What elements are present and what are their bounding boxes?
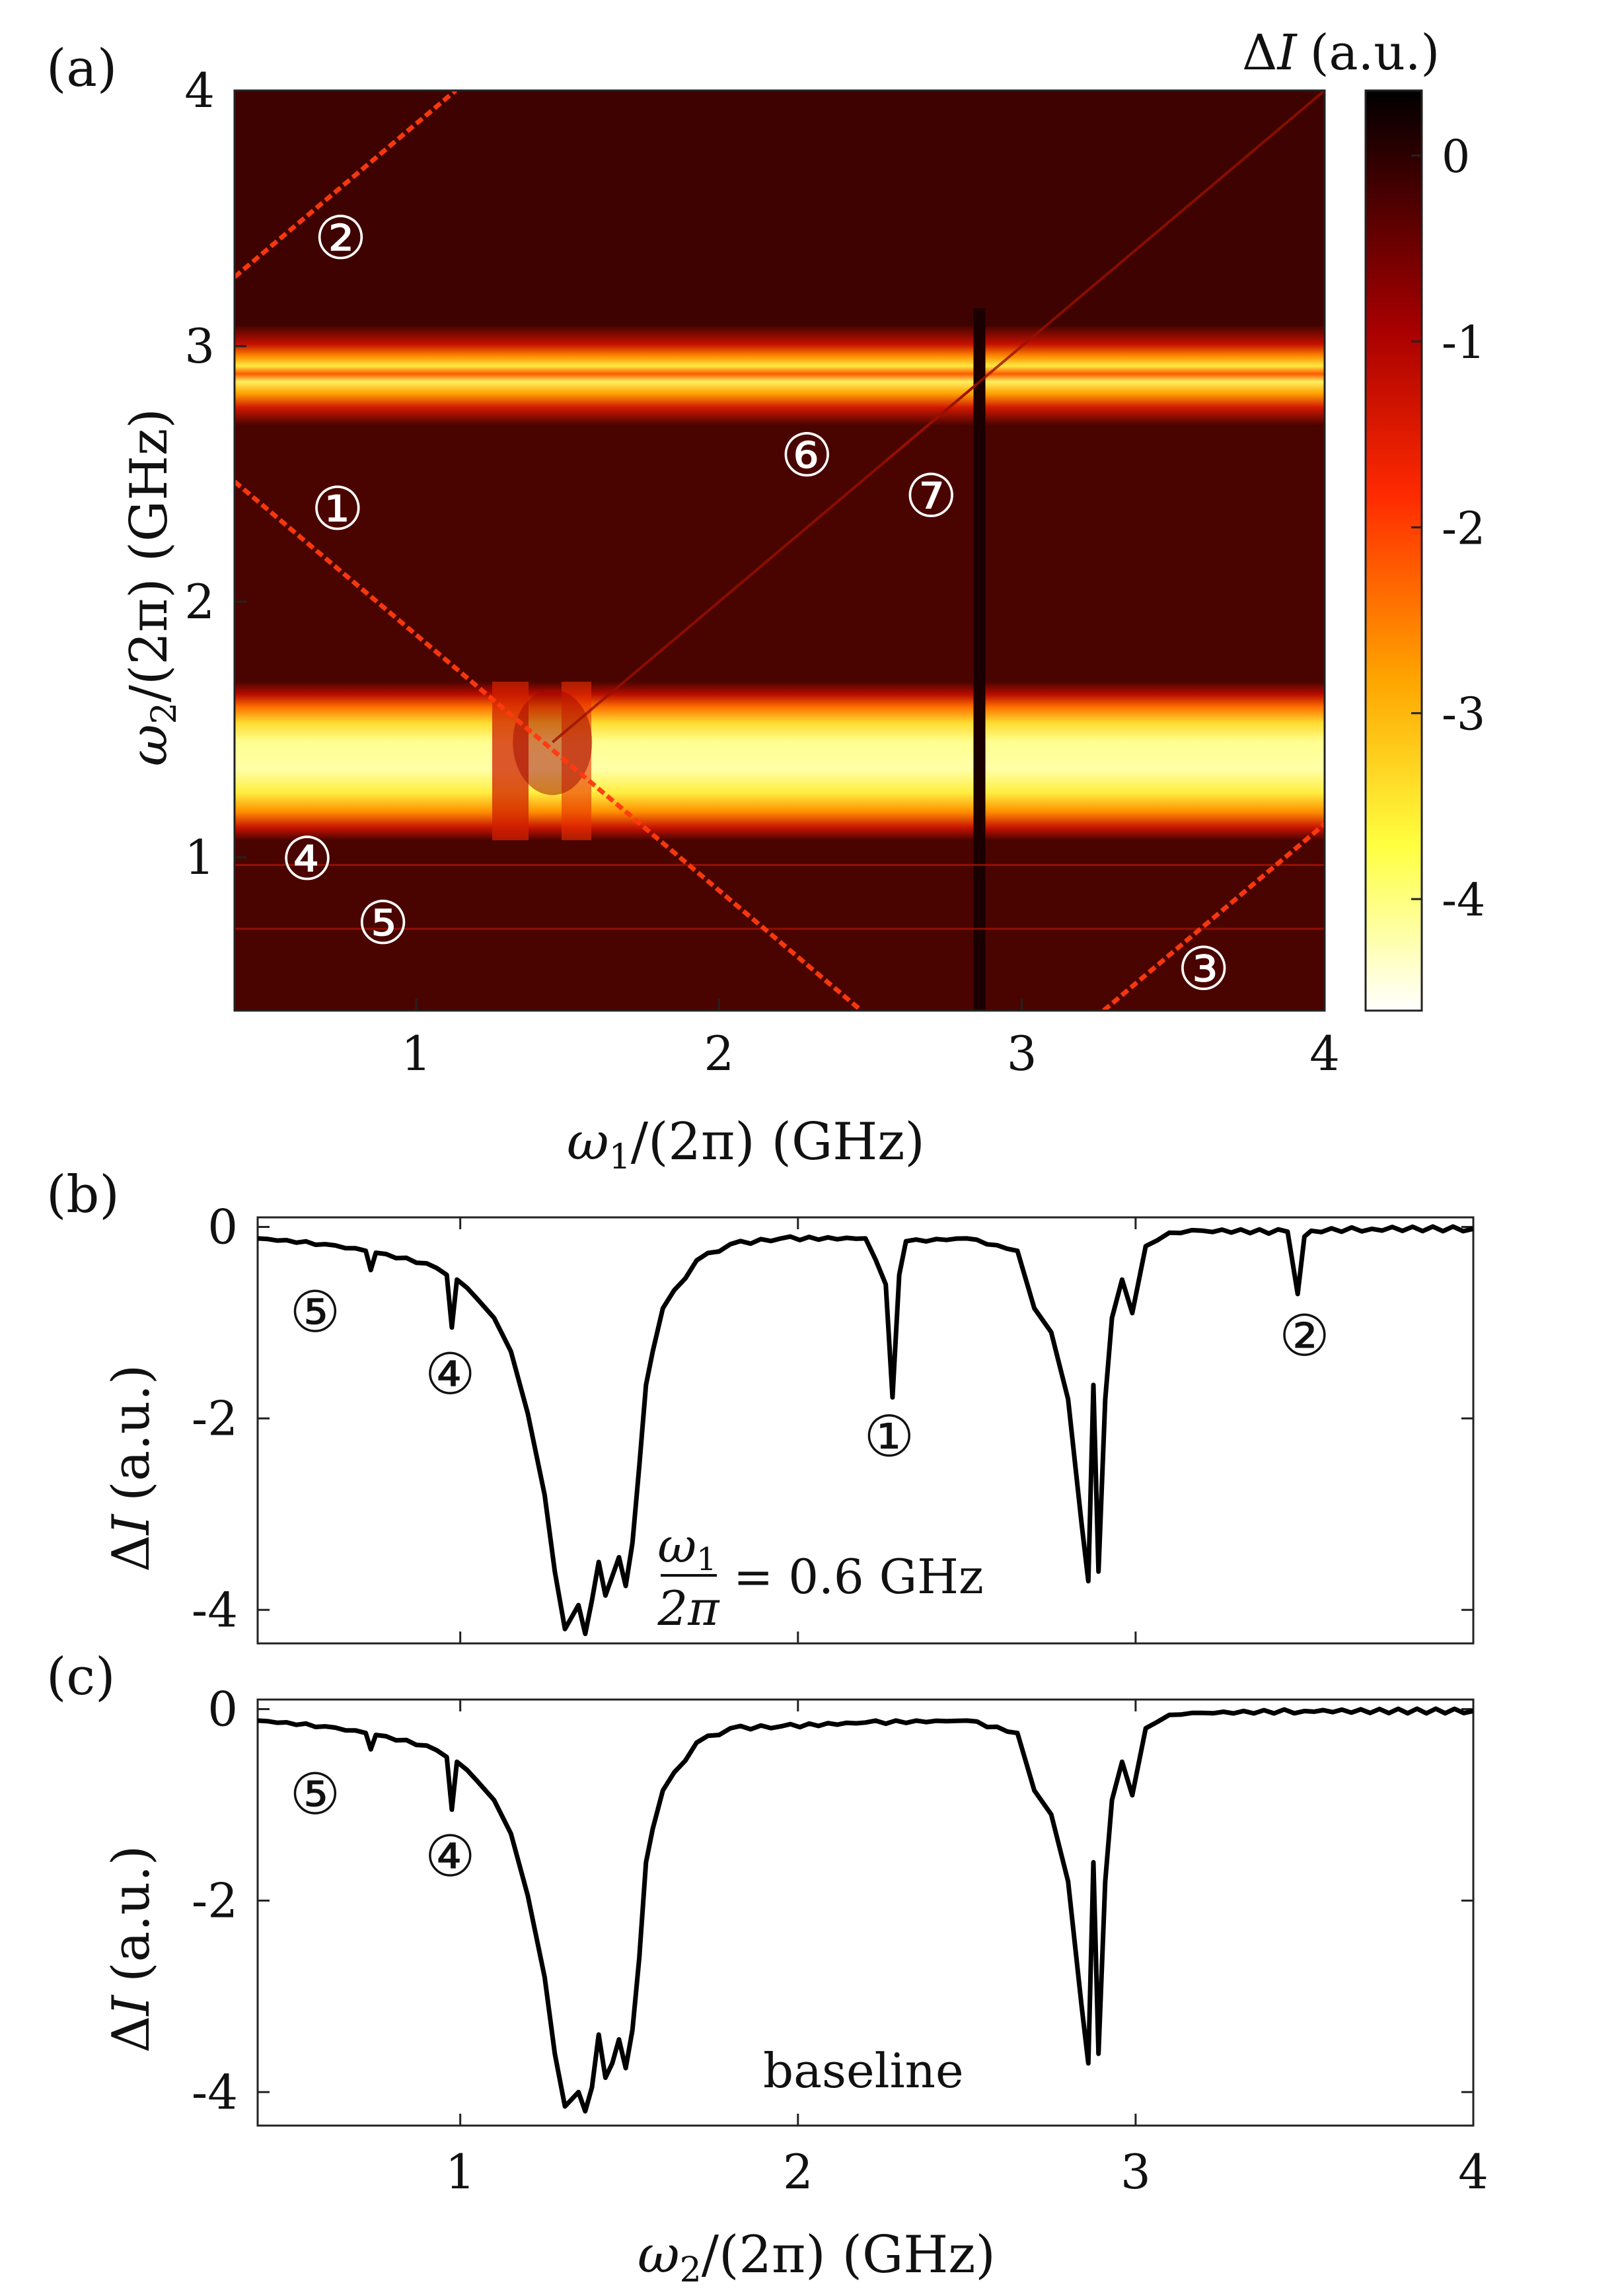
- x-tick-label-a: 3: [1007, 1026, 1037, 1081]
- panel-a-label: (a): [46, 39, 117, 98]
- diagonal-line-5: [885, 383, 978, 462]
- band-2.87: [235, 326, 1325, 425]
- marker-5: ⑤: [289, 1762, 340, 1828]
- y-tick-label-a: 3: [184, 318, 215, 374]
- heatmap-plot: [235, 90, 1325, 1011]
- diagonal-line-3: [1102, 822, 1325, 1011]
- diagonal-line-2: [235, 90, 457, 279]
- y-axis-label-b: ΔI(a.u.): [102, 1365, 161, 1572]
- y-tick-label-a: 2: [184, 574, 215, 629]
- markers-c: ⑤④: [289, 1762, 476, 1890]
- x-tick-label: 4: [1458, 2144, 1488, 2200]
- colorbar-tick-label: -2: [1442, 503, 1485, 555]
- heatmap-upper-background: [235, 90, 1325, 341]
- colorbar-tick-label: -1: [1442, 317, 1485, 369]
- colorbar-tick-label: 0: [1442, 131, 1470, 183]
- colorbar-tick-label: -4: [1442, 875, 1485, 927]
- x-tick-label-a: 4: [1309, 1026, 1340, 1081]
- marker-4: ④: [281, 825, 334, 894]
- annotation-b: ω1 2π = 0.6 GHz: [657, 1518, 983, 1636]
- colorbar-tick-label: -3: [1442, 689, 1485, 741]
- band-1.38: [235, 682, 1325, 840]
- marker-4: ④: [425, 1824, 476, 1890]
- marker-1: ①: [311, 475, 364, 544]
- panel-c-label: (c): [46, 1647, 116, 1707]
- x-axis-label-a: ω1/(2π) (GHz): [567, 1112, 925, 1177]
- heatmap-frame: [233, 89, 1326, 1012]
- colorbar: [1364, 89, 1423, 1012]
- markers-b: ⑤ ④ ① ②: [289, 1279, 1330, 1470]
- x-axis-label-c: ω2/(2π) (GHz): [638, 2225, 996, 2290]
- svg-text:ω1: ω1: [657, 1518, 716, 1578]
- marker-4: ④: [425, 1342, 476, 1408]
- x-tick-label-a: 1: [401, 1026, 431, 1081]
- y-tick-label: -4: [192, 1582, 238, 1637]
- panel-b-label: (b): [46, 1165, 120, 1225]
- axes-c: 0 -2 -4 1 2 3 4: [192, 1681, 1488, 2200]
- x-tick-label-a: 2: [704, 1026, 734, 1081]
- y-tick-label: -2: [192, 1873, 238, 1928]
- y-tick-label: -4: [192, 2064, 238, 2120]
- series-line-c: [258, 1706, 1473, 2114]
- y-axis-label-c: ΔI(a.u.): [102, 1846, 161, 2053]
- svg-text:2π: 2π: [657, 1581, 720, 1636]
- marker-5: ⑤: [289, 1279, 340, 1345]
- markers-a: ① ② ③ ④⑤ ⑥ ⑦: [281, 203, 1230, 1004]
- x-tick-label: 3: [1120, 2144, 1151, 2200]
- colorbar-ticks: 0 -1 -2 -3 -4: [1411, 131, 1485, 927]
- marker-2: ②: [1279, 1303, 1330, 1369]
- y-tick-label: 0: [207, 1681, 238, 1737]
- colorbar-title: ΔI (a.u.): [1242, 24, 1440, 81]
- series-line-b: [258, 1224, 1473, 1636]
- plot-c-frame: [256, 1698, 1475, 2127]
- marker-3: ③: [1177, 935, 1230, 1004]
- y-tick-label-a: 1: [184, 830, 215, 885]
- marker-2: ②: [314, 203, 367, 273]
- y-axis-label-a: ω2/(2π) (GHz): [120, 408, 184, 766]
- plot-b-frame: [256, 1216, 1475, 1645]
- marker-6: ⑥: [780, 421, 834, 490]
- marker-5: ⑤: [356, 888, 410, 958]
- diagonal-line-1: [235, 480, 863, 1011]
- y-tick-label-a: 4: [184, 63, 215, 118]
- heatmap-lines: [235, 90, 1325, 1011]
- axes-a: 1 2 3 4 1 2 3 4: [184, 63, 1340, 1081]
- annotation-c: baseline: [763, 2043, 964, 2099]
- x-tick-label: 2: [783, 2144, 813, 2200]
- axes-b: 0 -2 -4: [192, 1199, 1475, 1643]
- vertical-line-0: [973, 308, 986, 1011]
- y-tick-label: 0: [207, 1199, 238, 1254]
- y-tick-label: -2: [192, 1390, 238, 1446]
- x-tick-label: 1: [445, 2144, 476, 2200]
- marker-7: ⑦: [904, 462, 958, 531]
- marker-1: ①: [863, 1404, 914, 1470]
- svg-text:= 0.6 GHz: = 0.6 GHz: [733, 1549, 984, 1604]
